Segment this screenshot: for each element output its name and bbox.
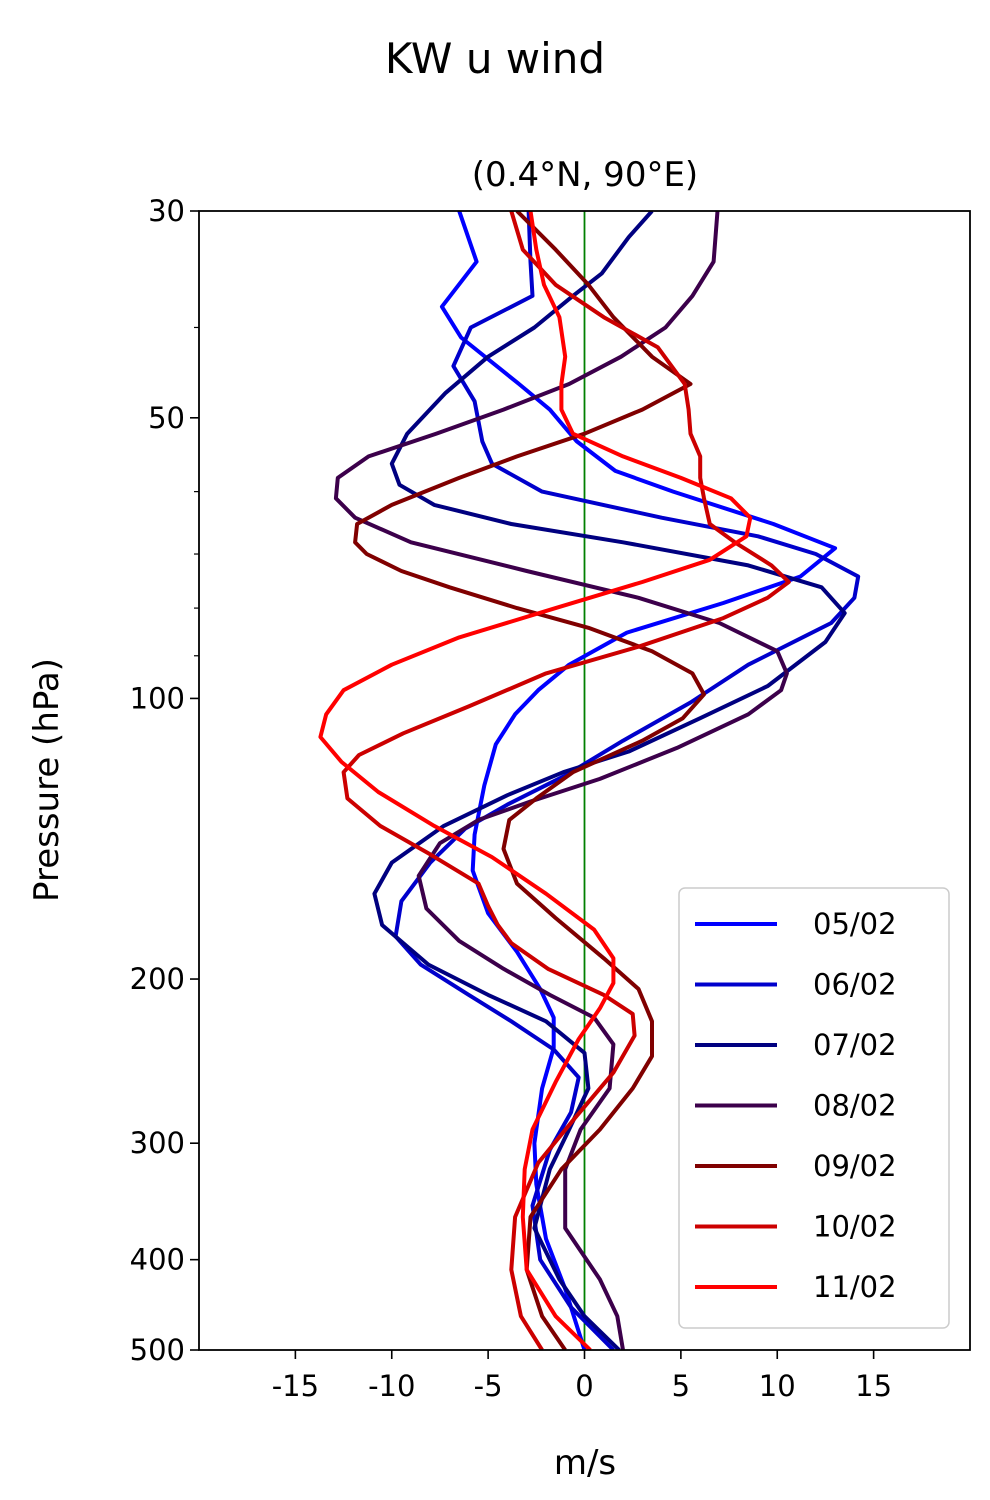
axes-frame <box>198 210 971 1351</box>
legend-label: 05/02 <box>813 907 897 941</box>
x-tick-label: -15 <box>272 1369 319 1403</box>
legend: 05/02 06/02 07/02 08/02 09/02 10/02 11/02 <box>678 887 950 1329</box>
chart-subtitle: (0.4°N, 90°E) <box>472 155 698 195</box>
y-tick-label: 100 <box>130 681 185 715</box>
y-tick-label: 50 <box>148 401 185 435</box>
series-line-07-02 <box>372 211 847 1350</box>
x-tick-label: 5 <box>672 1369 690 1403</box>
legend-label: 06/02 <box>813 968 897 1002</box>
y-tick-label: 500 <box>130 1333 185 1367</box>
x-axis-ticks: -15 -10 -5 0 5 10 15 <box>272 1350 892 1403</box>
x-tick-label: 10 <box>759 1369 796 1403</box>
x-tick-label: 15 <box>855 1369 892 1403</box>
legend-label: 10/02 <box>813 1210 897 1244</box>
series-line-10-02 <box>341 211 791 1350</box>
y-tick-label: 30 <box>148 194 185 228</box>
x-axis-label: m/s <box>554 1443 616 1483</box>
plot-area <box>318 211 861 1350</box>
legend-label: 08/02 <box>813 1089 897 1123</box>
y-axis-label: Pressure (hPa) <box>27 658 67 902</box>
x-tick-label: -5 <box>474 1369 503 1403</box>
series-line-09-02 <box>353 211 706 1350</box>
y-tick-label: 200 <box>130 962 185 996</box>
legend-label: 11/02 <box>813 1270 897 1304</box>
series-line-05-02 <box>439 211 838 1350</box>
legend-box <box>678 887 950 1329</box>
series-line-11-02 <box>318 211 753 1350</box>
x-tick-label: -10 <box>368 1369 415 1403</box>
series-line-06-02 <box>393 211 861 1350</box>
chart-title: KW u wind <box>385 34 605 83</box>
legend-label: 09/02 <box>813 1149 897 1183</box>
legend-label: 07/02 <box>813 1028 897 1062</box>
y-tick-label: 400 <box>130 1243 185 1277</box>
y-axis-ticks: 30 50 100 200 300 400 500 <box>130 194 199 1367</box>
x-tick-label: 0 <box>575 1369 593 1403</box>
y-tick-label: 300 <box>130 1126 185 1160</box>
